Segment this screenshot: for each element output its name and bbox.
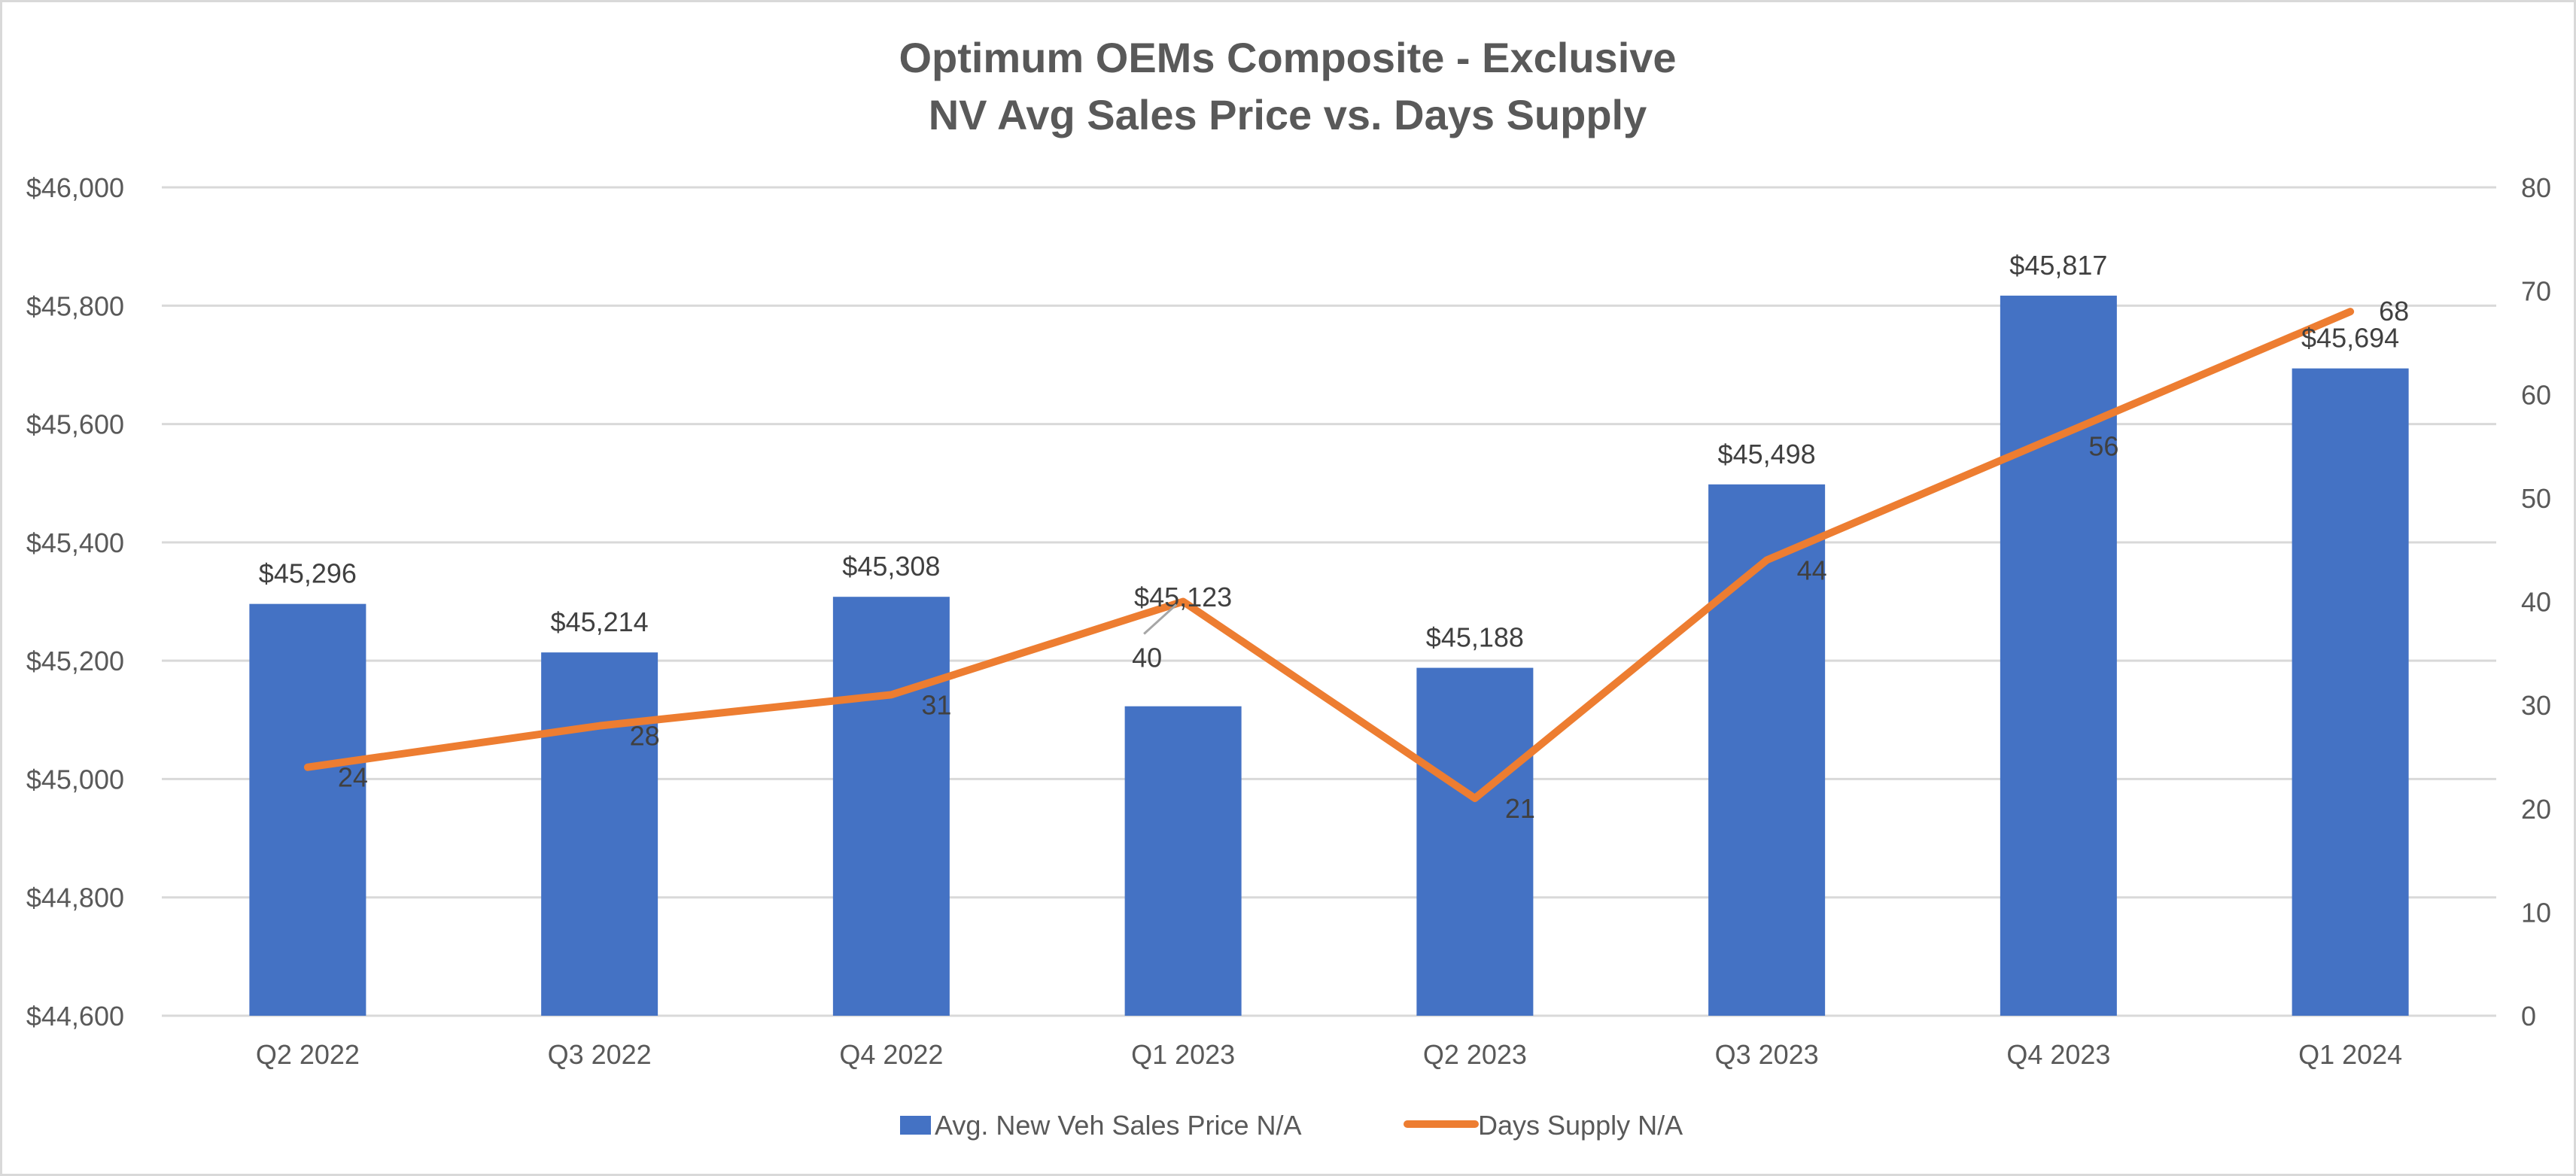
bar-data-label: $45,214 (551, 606, 649, 637)
right-axis-tick-label: 10 (2521, 897, 2551, 928)
x-axis-category-label: Q3 2023 (1715, 1039, 1819, 1070)
gridlines (162, 186, 2496, 1017)
x-axis-category-label: Q2 2023 (1423, 1039, 1527, 1070)
line-data-label: 24 (338, 762, 368, 793)
chart-title: Optimum OEMs Composite - Exclusive (899, 34, 1676, 81)
bar-data-label: $45,694 (2301, 323, 2399, 354)
bar-data-label: $45,188 (1426, 622, 1524, 653)
line-data-label: 21 (1505, 793, 1535, 824)
line-data-label: 40 (1132, 643, 1162, 673)
left-axis-tick-label: $44,600 (26, 1001, 124, 1032)
left-axis-tick-label: $45,600 (26, 409, 124, 440)
left-axis-tick-label: $45,400 (26, 527, 124, 558)
legend-item-price[interactable]: Avg. New Veh Sales Price N/A (900, 1110, 1302, 1141)
right-axis-tick-label: 80 (2521, 172, 2551, 203)
bar-data-label: $45,296 (259, 558, 357, 589)
line-data-label: 56 (2088, 430, 2118, 461)
bar (541, 652, 658, 1016)
right-axis-tick-label: 70 (2521, 276, 2551, 307)
line-data-label: 68 (2379, 296, 2409, 327)
x-axis-category-label: Q4 2022 (839, 1039, 943, 1070)
left-axis-tick-label: $45,000 (26, 764, 124, 795)
bar-data-label: $45,123 (1134, 582, 1232, 612)
legend-label-price: Avg. New Veh Sales Price N/A (935, 1110, 1302, 1141)
right-axis-tick-label: 40 (2521, 587, 2551, 618)
bar (2000, 295, 2117, 1016)
bar (249, 603, 366, 1016)
left-axis-tick-label: $45,800 (26, 290, 124, 321)
x-axis-category-label: Q3 2022 (548, 1039, 652, 1070)
bar (1708, 484, 1826, 1016)
bar (1124, 706, 1242, 1016)
line-data-labels: 24 28 31 40 21 44 56 68 (338, 296, 2409, 824)
right-axis-tick-label: 60 (2521, 379, 2551, 410)
bar-series (249, 295, 2409, 1016)
legend: Avg. New Veh Sales Price N/A Days Supply… (900, 1110, 1683, 1141)
left-axis-tick-label: $44,800 (26, 883, 124, 913)
data-label-leader-line (1143, 603, 1178, 635)
left-axis-tick-label: $45,200 (26, 646, 124, 676)
x-axis: Q2 2022 Q3 2022 Q4 2022 Q1 2023 Q2 2023 Q3 20… (256, 1039, 2402, 1070)
right-axis-tick-label: 50 (2521, 483, 2551, 514)
bar (832, 597, 950, 1016)
legend-label-days-supply: Days Supply N/A (1478, 1110, 1683, 1141)
chart-subtitle: NV Avg Sales Price vs. Days Supply (929, 91, 1647, 138)
days-supply-line (303, 308, 2355, 802)
right-axis-tick-label: 30 (2521, 690, 2551, 721)
line-data-label: 28 (630, 721, 660, 752)
x-axis-category-label: Q4 2023 (2006, 1039, 2110, 1070)
bar-data-labels: $45,296 $45,214 $45,308 $45,123 $45,188 $45,4… (259, 250, 2399, 653)
line-data-label: 31 (921, 689, 951, 720)
right-axis-tick-label: 0 (2521, 1001, 2536, 1032)
x-axis-category-label: Q1 2024 (2298, 1039, 2402, 1070)
left-axis-tick-label: $46,000 (26, 172, 124, 203)
bar (2292, 368, 2409, 1016)
bar-data-label: $45,498 (1718, 439, 1816, 469)
x-axis-category-label: Q2 2022 (256, 1039, 360, 1070)
bar-data-label: $45,308 (842, 551, 940, 582)
left-axis: $44,600 $44,800 $45,000 $45,200 $45,400 $45,6… (26, 172, 124, 1032)
line-data-label: 44 (1797, 555, 1827, 585)
bar (1416, 667, 1534, 1016)
legend-item-days-supply[interactable]: Days Supply N/A (1404, 1110, 1683, 1141)
x-axis-category-label: Q1 2023 (1131, 1039, 1235, 1070)
bar-data-label: $45,817 (2009, 250, 2107, 281)
legend-swatch-price (900, 1116, 931, 1135)
line-series (303, 308, 2355, 802)
right-axis: 0 10 20 30 40 50 60 70 80 (2521, 172, 2551, 1032)
right-axis-tick-label: 20 (2521, 794, 2551, 825)
